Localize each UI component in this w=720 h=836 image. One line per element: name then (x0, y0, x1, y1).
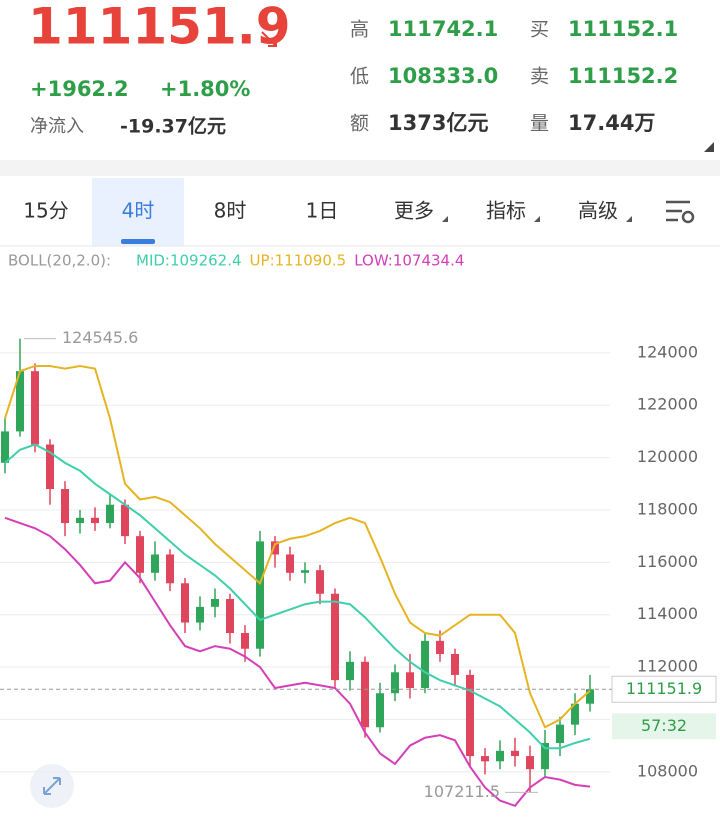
stat-label: 量 (530, 113, 549, 135)
net-inflow-label: 净流入 (30, 116, 84, 137)
tab-caret (626, 216, 632, 222)
candle-body (421, 640, 429, 688)
candle-body (511, 750, 519, 757)
stat-label: 高 (350, 19, 369, 41)
expand-button[interactable] (30, 764, 74, 808)
net-inflow: -19.37亿元 (120, 115, 226, 138)
max-label: 124545.6 (62, 328, 138, 347)
y-tick-label: 122000 (637, 395, 698, 414)
tab[interactable]: 高级 (578, 199, 618, 223)
candle-body (16, 371, 24, 432)
tab[interactable]: 1日 (306, 199, 339, 223)
y-tick-label: 118000 (637, 499, 698, 518)
legend-entry: MID:109262.4 (136, 252, 242, 270)
tab-underline (121, 239, 155, 244)
indicator-label: BOLL(20,2.0): (8, 252, 111, 270)
candle-body (541, 742, 549, 770)
legend-entry: LOW:107434.4 (354, 252, 464, 270)
stat-value: 1373亿元 (388, 111, 488, 135)
tab[interactable]: 15分 (23, 199, 68, 223)
candle-body (271, 541, 279, 555)
candle-body (466, 674, 474, 757)
stat-value: 108333.0 (388, 64, 498, 88)
down-arrow (261, 31, 277, 47)
min-label: 107211.5 (424, 782, 500, 801)
boll-line (4, 443, 591, 750)
candle-body (361, 661, 369, 728)
last-price: 111151.9 (28, 0, 291, 56)
candle-body (316, 570, 324, 594)
tab-highlight (92, 178, 184, 246)
tab[interactable]: 4时 (122, 199, 155, 223)
candle-body (46, 444, 54, 490)
stat-label: 买 (530, 19, 549, 41)
candle-body (211, 598, 219, 607)
last-price-label: 111151.9 (626, 679, 702, 698)
candle-body (106, 504, 114, 524)
candle-body (31, 371, 39, 445)
candle-body (481, 756, 489, 762)
candle-body (496, 750, 504, 762)
candle-body (196, 606, 204, 623)
candle-body (151, 554, 159, 573)
candle-body (91, 517, 99, 524)
candle-body (571, 703, 579, 725)
candle-body (1, 431, 9, 463)
candle-body (301, 570, 309, 573)
tab-caret (442, 216, 448, 222)
candle-body (586, 689, 594, 704)
candle-body (346, 661, 354, 681)
candle-body (376, 693, 384, 728)
candle-body (391, 672, 399, 694)
candle-body (286, 554, 294, 573)
stat-value: 17.44万 (568, 111, 655, 135)
last-price-box (611, 675, 717, 703)
y-tick-label: 114000 (637, 604, 698, 623)
candle-body (451, 653, 459, 675)
y-tick-label: 124000 (637, 342, 698, 361)
candle-body (121, 504, 129, 537)
tab[interactable]: 指标 (486, 199, 526, 223)
candle-body (256, 541, 264, 649)
corner-mark (704, 142, 714, 152)
boll-line (4, 364, 591, 729)
stat-value: 111152.2 (568, 64, 678, 88)
stat-value: 111152.1 (568, 17, 678, 41)
candle-body (436, 640, 444, 654)
boll-line (4, 516, 591, 807)
separator (0, 160, 720, 176)
tab[interactable]: 更多 (394, 199, 434, 223)
candle-body (556, 724, 564, 743)
candle-body (136, 536, 144, 573)
candle-body (406, 672, 414, 688)
candle-body (166, 554, 174, 584)
change: +1962.2 (30, 77, 129, 101)
candle-body (331, 593, 339, 681)
y-tick-label: 116000 (637, 552, 698, 571)
countdown-box (612, 713, 716, 740)
y-tick-label: 112000 (637, 657, 698, 676)
change-pct: +1.80% (160, 77, 250, 101)
stat-value: 111742.1 (388, 17, 498, 41)
stat-label: 低 (350, 66, 369, 88)
stat-label: 卖 (530, 66, 549, 88)
tab-caret (534, 216, 540, 222)
candle-body (526, 756, 534, 770)
stat-label: 额 (350, 113, 369, 135)
settings-icon[interactable] (666, 200, 695, 224)
candle-body (61, 489, 69, 524)
candle-body (241, 633, 249, 649)
y-tick-label: 120000 (637, 447, 698, 466)
candle-body (76, 517, 84, 524)
candle-body (226, 598, 234, 634)
candle-body (181, 583, 189, 623)
countdown: 57:32 (641, 716, 687, 735)
legend-entry: UP:111090.5 (250, 252, 347, 270)
y-tick-label: 108000 (637, 761, 698, 780)
tab[interactable]: 8时 (214, 199, 247, 223)
